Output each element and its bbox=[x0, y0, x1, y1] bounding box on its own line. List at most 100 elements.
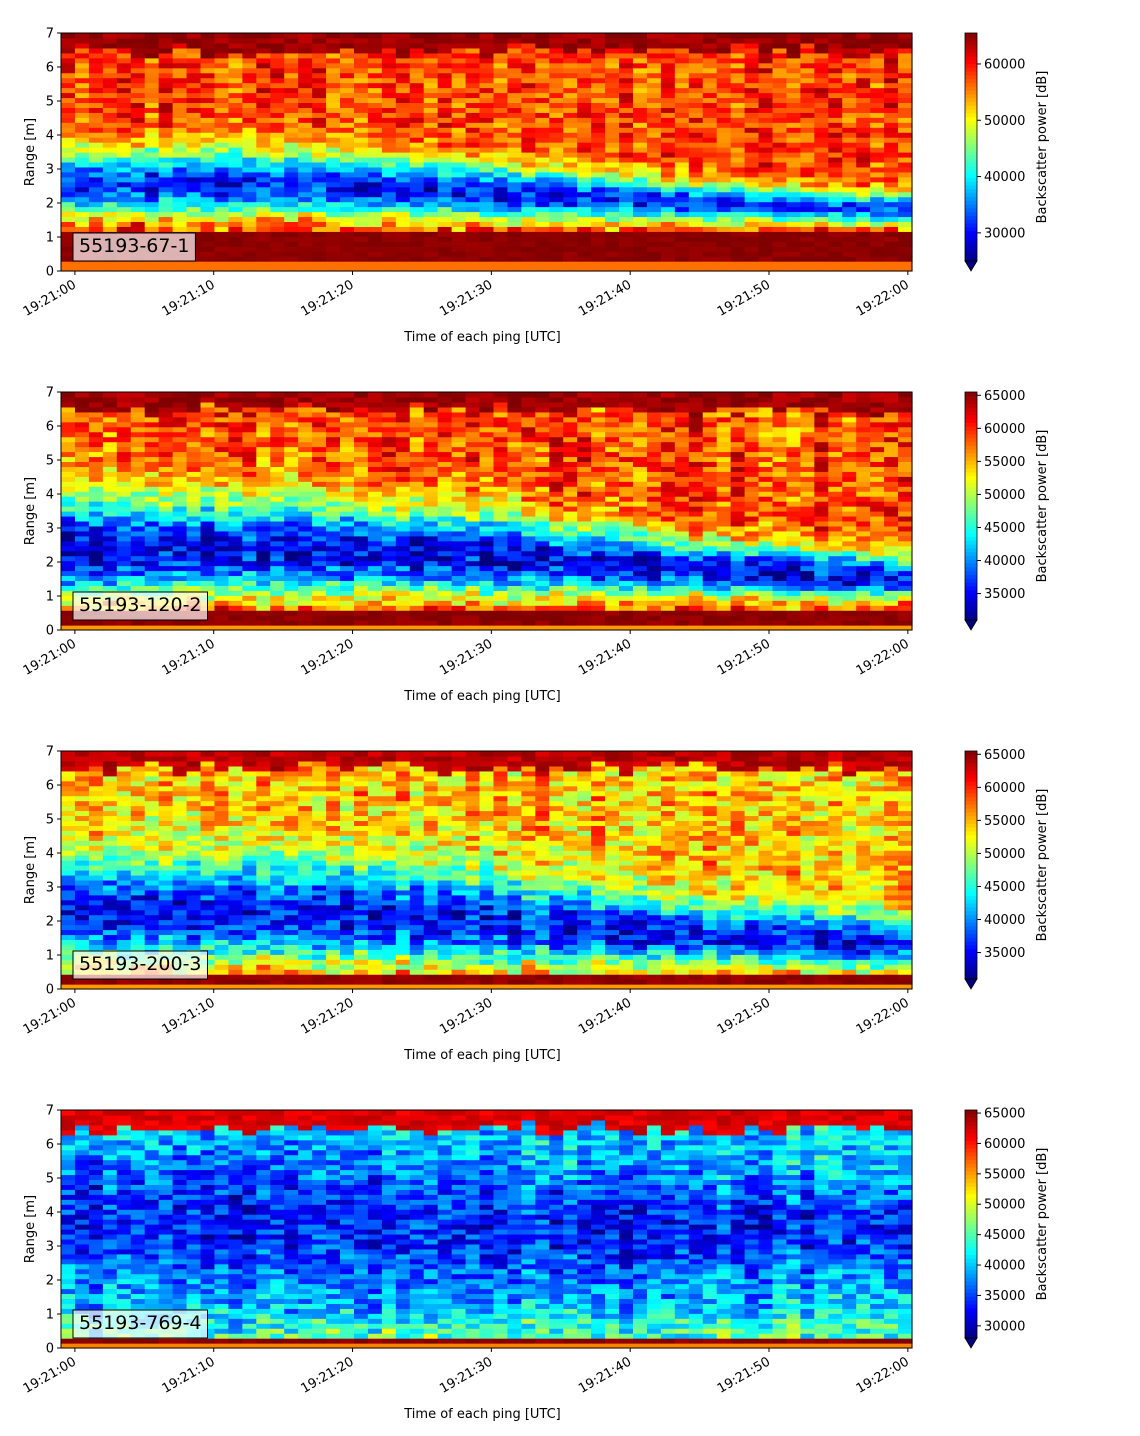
heatmap-cell bbox=[493, 530, 509, 537]
heatmap-cell bbox=[61, 127, 76, 133]
heatmap-cell bbox=[437, 392, 453, 398]
heatmap-cell bbox=[116, 132, 132, 138]
heatmap-cell bbox=[856, 102, 871, 108]
heatmap-cell bbox=[619, 461, 634, 467]
heatmap-cell bbox=[409, 122, 425, 128]
colorbar-segment bbox=[965, 63, 977, 68]
heatmap-cell bbox=[423, 107, 439, 113]
heatmap-cell bbox=[61, 491, 76, 497]
heatmap-cell bbox=[493, 620, 509, 626]
heatmap-cell bbox=[256, 112, 271, 118]
colorbar-segment bbox=[965, 169, 977, 175]
heatmap-cell bbox=[674, 251, 690, 257]
heatmap-cell bbox=[312, 152, 327, 158]
heatmap-cell bbox=[437, 446, 453, 453]
heatmap-cell bbox=[381, 595, 397, 601]
heatmap-cell bbox=[884, 77, 899, 84]
heatmap-cell bbox=[828, 82, 843, 89]
heatmap-cell bbox=[437, 221, 453, 227]
heatmap-cell bbox=[465, 491, 481, 497]
heatmap-cell bbox=[130, 416, 146, 423]
heatmap-cell bbox=[284, 535, 299, 542]
heatmap-cell bbox=[521, 92, 536, 99]
heatmap-cell bbox=[326, 142, 341, 148]
heatmap-cell bbox=[116, 535, 132, 542]
heatmap-cell bbox=[214, 421, 230, 428]
heatmap-cell bbox=[828, 72, 843, 79]
heatmap-cell bbox=[395, 620, 411, 626]
heatmap-cell bbox=[619, 196, 634, 203]
heatmap-cell bbox=[688, 33, 704, 39]
heatmap-cell bbox=[465, 511, 481, 517]
heatmap-cell bbox=[326, 137, 341, 143]
heatmap-cell bbox=[702, 201, 718, 208]
heatmap-cell bbox=[786, 117, 801, 123]
heatmap-cell bbox=[270, 605, 285, 611]
heatmap-cell bbox=[186, 97, 202, 104]
heatmap-cell bbox=[214, 625, 230, 631]
heatmap-cell bbox=[591, 615, 606, 621]
heatmap-cell bbox=[61, 67, 76, 74]
heatmap-cell bbox=[619, 451, 634, 458]
heatmap-cell bbox=[353, 466, 369, 472]
heatmap-cell bbox=[353, 82, 369, 89]
heatmap-cell bbox=[828, 77, 843, 84]
heatmap-cell bbox=[270, 555, 285, 562]
heatmap-cell bbox=[200, 231, 216, 237]
heatmap-cell bbox=[674, 82, 690, 89]
heatmap-cell bbox=[102, 401, 118, 408]
heatmap-cell bbox=[423, 545, 439, 552]
heatmap-cell bbox=[521, 625, 536, 631]
heatmap-cell bbox=[549, 156, 564, 163]
heatmap-cell bbox=[786, 181, 801, 188]
heatmap-cell bbox=[605, 72, 620, 79]
heatmap-cell bbox=[144, 186, 160, 193]
heatmap-cell bbox=[702, 77, 718, 84]
heatmap-cell bbox=[340, 545, 355, 552]
heatmap-cell bbox=[437, 206, 453, 213]
heatmap-cell bbox=[479, 57, 495, 64]
heatmap-cell bbox=[423, 97, 439, 104]
heatmap-cell bbox=[102, 161, 118, 168]
heatmap-cell bbox=[605, 97, 620, 104]
heatmap-cell bbox=[74, 446, 90, 453]
heatmap-cell bbox=[646, 37, 662, 44]
heatmap-cell bbox=[242, 117, 257, 123]
heatmap-cell bbox=[563, 481, 578, 487]
heatmap-cell bbox=[367, 451, 383, 458]
heatmap-cell bbox=[549, 92, 564, 99]
heatmap-cell bbox=[744, 241, 760, 247]
heatmap-cell bbox=[186, 102, 202, 108]
heatmap-cell bbox=[856, 132, 871, 138]
heatmap-cell bbox=[605, 426, 620, 433]
heatmap-cell bbox=[214, 246, 230, 252]
colorbar-segment bbox=[965, 185, 977, 190]
heatmap-cell bbox=[786, 102, 801, 108]
heatmap-cell bbox=[563, 147, 578, 153]
heatmap-cell bbox=[744, 166, 760, 173]
heatmap-cell bbox=[605, 471, 620, 477]
heatmap-cell bbox=[88, 476, 104, 482]
heatmap-cell bbox=[61, 401, 76, 408]
heatmap-cell bbox=[605, 565, 620, 572]
heatmap-cell bbox=[326, 171, 341, 178]
heatmap-cell bbox=[228, 156, 243, 163]
heatmap-cell bbox=[186, 166, 202, 173]
heatmap-cell bbox=[423, 176, 439, 183]
heatmap-cell bbox=[326, 392, 341, 398]
heatmap-cell bbox=[367, 540, 383, 547]
heatmap-cell bbox=[228, 221, 243, 227]
heatmap-cell bbox=[158, 152, 174, 158]
heatmap-cell bbox=[465, 501, 481, 507]
heatmap-cell bbox=[228, 392, 243, 398]
heatmap-cell bbox=[144, 540, 160, 547]
heatmap-cell bbox=[256, 236, 271, 242]
heatmap-cell bbox=[632, 226, 648, 232]
heatmap-cell bbox=[465, 436, 481, 443]
heatmap-cell bbox=[535, 206, 550, 213]
heatmap-cell bbox=[340, 525, 355, 532]
heatmap-cell bbox=[88, 206, 104, 213]
heatmap-cell bbox=[465, 545, 481, 552]
heatmap-cell bbox=[423, 82, 439, 89]
heatmap-cell bbox=[284, 570, 299, 577]
